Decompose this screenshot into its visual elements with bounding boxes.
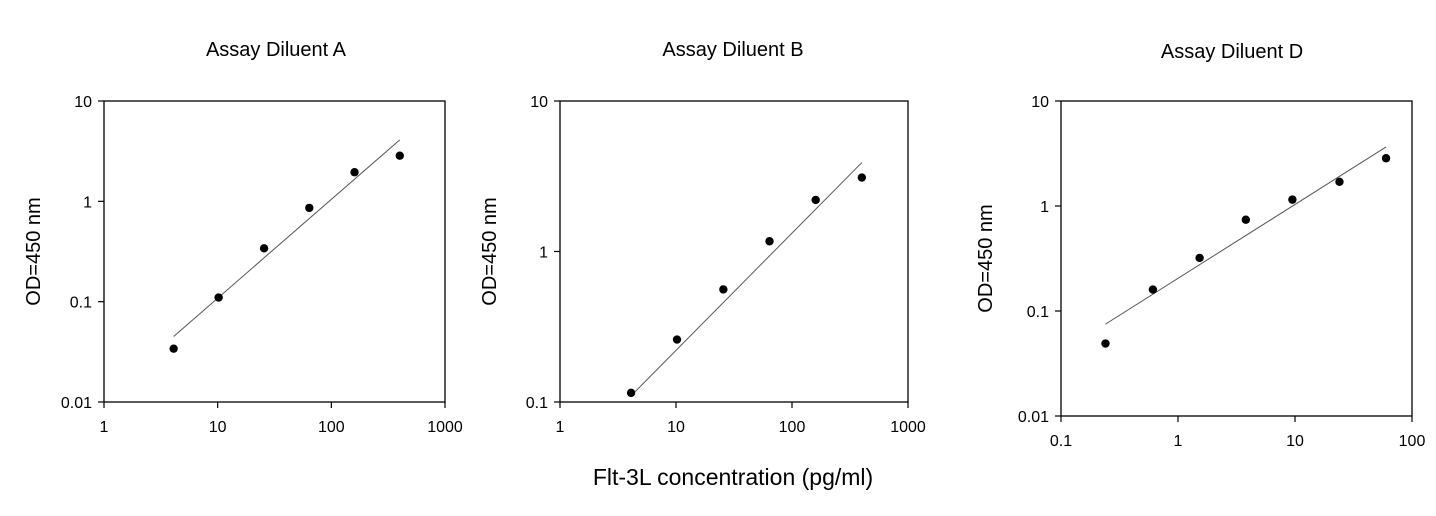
data-point: [719, 285, 728, 294]
data-point: [765, 237, 774, 246]
y-tick-label: 10: [530, 94, 548, 111]
chart-panel-2: Assay Diluent B OD=450 nm 1 10 100 1000 0.1 1 10: [479, 39, 926, 436]
data-point: [169, 344, 178, 353]
y-axis-label: OD=450 nm: [975, 204, 997, 312]
x-tick-label: 1: [1174, 433, 1183, 450]
x-tick-label: 100: [779, 419, 806, 436]
y-axis-label: OD=450 nm: [479, 197, 501, 305]
data-point: [350, 168, 359, 177]
data-point: [1335, 177, 1344, 187]
plot-frame: [559, 100, 909, 403]
x-tick-label: 1000: [427, 419, 463, 436]
y-tick-label: 0.01: [61, 395, 92, 412]
y-tick-label: 1: [83, 194, 92, 211]
y-tick-label: 0.1: [526, 395, 548, 412]
y-axis-label: OD=450 nm: [23, 197, 45, 305]
y-tick-label: 0.1: [70, 295, 92, 312]
chart-title: Assay Diluent B: [662, 39, 803, 61]
data-point: [259, 244, 269, 253]
chart-panel-3: Assay Diluent DOD=450 nm0.1 1 10 1000.010.1…: [975, 41, 1425, 450]
y-tick-label: 1: [1040, 199, 1049, 216]
y-tick-label: 0.01: [1018, 409, 1049, 426]
data-point: [1381, 154, 1391, 163]
data-point: [1195, 253, 1204, 263]
data-point: [1288, 195, 1297, 204]
fit-line: [1105, 146, 1387, 325]
y-tick-label: 0.1: [1027, 304, 1049, 321]
plot-frame: [1060, 100, 1413, 417]
x-tick-label: 1: [556, 419, 565, 436]
data-point: [672, 335, 682, 344]
fit-line: [173, 139, 401, 337]
data-point: [214, 293, 223, 302]
x-tick-label: 10: [667, 419, 685, 436]
x-tick-label: 100: [318, 419, 345, 436]
plot-frame: [103, 100, 446, 403]
x-tick-label: 1: [100, 419, 109, 436]
data-point: [1148, 285, 1158, 294]
data-point: [305, 203, 314, 213]
y-tick-label: 10: [1031, 94, 1049, 111]
data-point: [626, 388, 636, 398]
shared-x-axis-label: Flt-3L concentration (pg/ml): [593, 464, 873, 490]
x-tick-label: 100: [1399, 433, 1426, 450]
data-point: [857, 173, 867, 182]
data-point: [395, 151, 404, 160]
chart-title: Assay Diluent D: [1161, 41, 1303, 63]
y-tick-label: 10: [74, 94, 92, 111]
data-point: [1101, 339, 1110, 348]
x-tick-label: 1000: [890, 419, 926, 436]
fit-line: [630, 162, 863, 397]
data-point: [811, 195, 820, 205]
y-tick-label: 1: [539, 245, 548, 262]
x-tick-label: 0.1: [1050, 433, 1072, 450]
x-tick-label: 10: [1286, 433, 1304, 450]
x-tick-label: 10: [209, 419, 227, 436]
data-point: [1241, 215, 1251, 224]
chart-panel-1: Assay Diluent A OD=450 nm 1 10 100 1000 0.01 0.…: [23, 39, 463, 436]
chart-title: Assay Diluent A: [206, 39, 347, 61]
